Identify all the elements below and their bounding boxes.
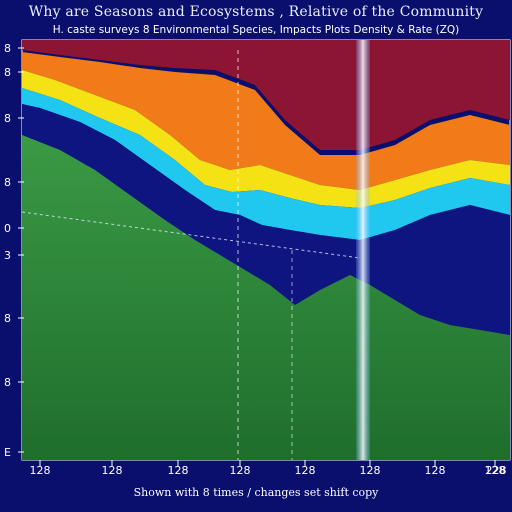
yellow-band (22, 70, 510, 208)
y-tick-label: 8 (4, 176, 11, 189)
x-axis-label: Shown with 8 times / changes set shift c… (133, 486, 379, 499)
x-tick-label: 228 (486, 464, 507, 477)
x-tick-label: 128 (30, 464, 51, 477)
x-tick-label: 128 (102, 464, 123, 477)
y-tick-label: 8 (4, 42, 11, 55)
chart-subtitle: H. caste surveys 8 Environmental Species… (52, 24, 460, 36)
guide-line (21, 211, 361, 259)
x-tick-label: 128 (425, 464, 446, 477)
x-tick-label: 128 (230, 464, 251, 477)
x-tick-label: 128 (485, 464, 506, 477)
y-tick-label: 8 (4, 376, 11, 389)
y-tick-label: 3 (4, 249, 11, 262)
y-tick-label: 8 (4, 66, 11, 79)
x-tick-label: 128 (360, 464, 381, 477)
y-axis: 8 8 8 8 0 3 8 8 E (4, 42, 24, 459)
y-tick-label: 8 (4, 112, 11, 125)
deep-blue-region (22, 104, 510, 335)
cyan-band (22, 88, 510, 240)
x-tick-label: 128 (295, 464, 316, 477)
y-tick-label: 8 (4, 312, 11, 325)
y-tick-label: E (4, 446, 11, 459)
red-band (22, 40, 510, 150)
vertical-highlight (356, 40, 370, 460)
orange-band (22, 52, 510, 190)
y-tick-label: 0 (4, 222, 11, 235)
x-tick-label: 128 (168, 464, 189, 477)
chart-title: Why are Seasons and Ecosystems , Relativ… (28, 4, 484, 20)
green-region (22, 135, 510, 460)
